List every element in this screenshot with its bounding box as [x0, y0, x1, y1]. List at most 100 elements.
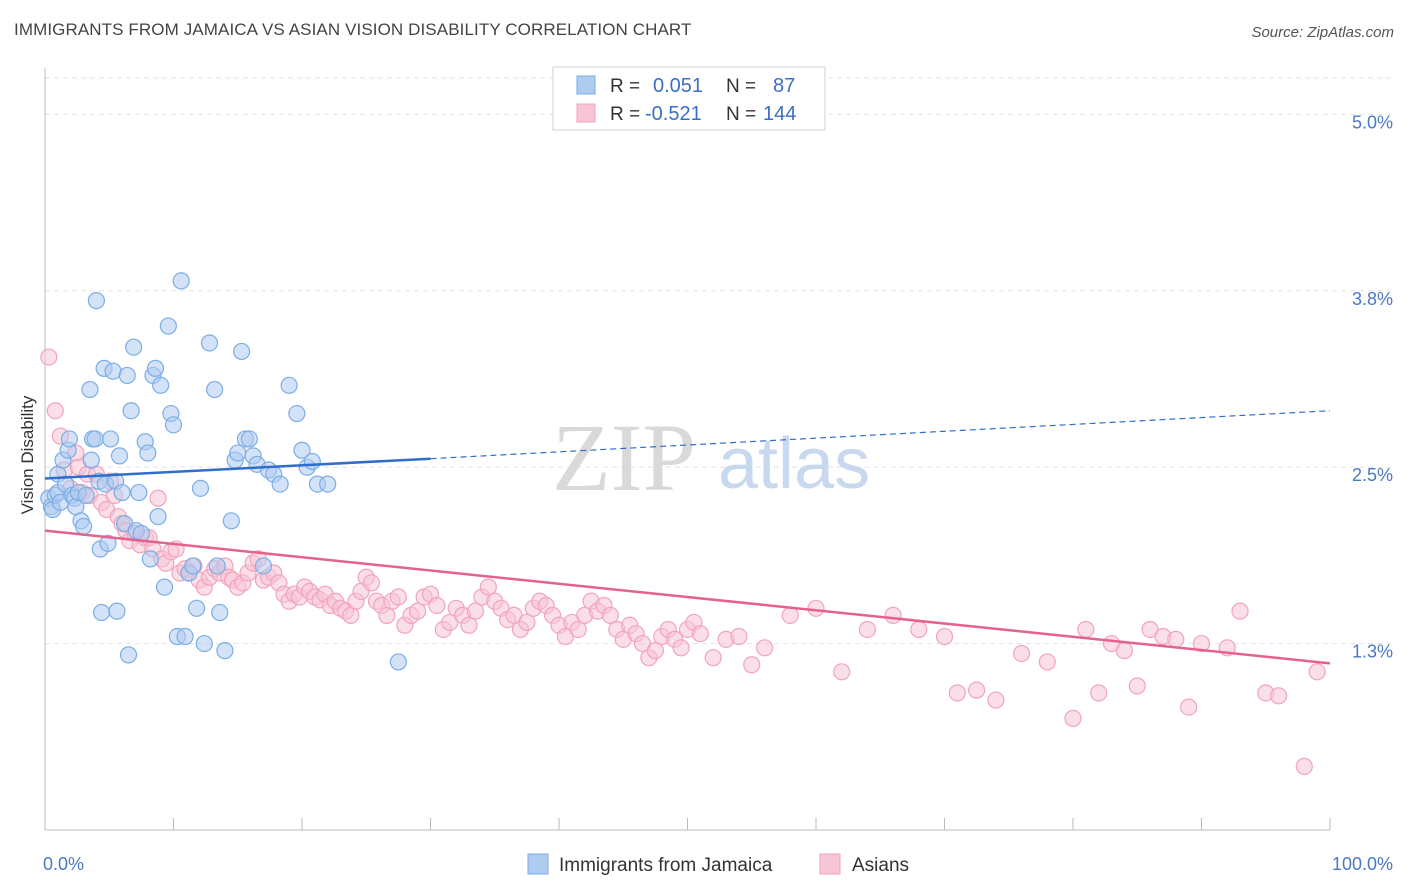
point-asian [730, 627, 748, 646]
point-asian [1077, 620, 1095, 639]
point-asian [743, 656, 761, 674]
point-asian [1231, 602, 1249, 620]
x-tick-label-max: 100.0% [1332, 854, 1393, 874]
bottom-legend-swatch-jamaica [527, 853, 549, 875]
point-jamaica [155, 578, 174, 596]
point-jamaica [184, 557, 202, 575]
point-asian [1012, 644, 1031, 663]
point-asian [987, 691, 1005, 709]
point-asian [884, 606, 902, 624]
point-jamaica [271, 475, 289, 493]
point-asian [518, 613, 536, 632]
point-jamaica [254, 557, 273, 575]
bottom-legend-label-jamaica: Immigrants from Jamaica [559, 855, 773, 876]
point-asian [1308, 663, 1326, 681]
point-jamaica [195, 634, 213, 653]
legend-box: R = 0.051 N = 87 R = -0.521 N = 144 [552, 66, 826, 131]
point-asian [704, 649, 722, 667]
point-jamaica [229, 444, 247, 462]
watermark-zip: ZIP [552, 404, 696, 511]
point-jamaica [81, 380, 99, 399]
y-axis-label: Vision Disability [18, 395, 37, 514]
point-jamaica [110, 447, 129, 465]
point-jamaica [60, 430, 79, 448]
point-asian [781, 606, 799, 624]
point-asian [646, 642, 664, 660]
point-jamaica [188, 599, 206, 617]
point-asian [1269, 687, 1288, 705]
point-jamaica [146, 359, 165, 377]
point-jamaica [319, 475, 337, 493]
point-asian [479, 578, 497, 596]
point-jamaica [233, 342, 251, 361]
point-asian [935, 627, 954, 646]
point-jamaica [208, 557, 226, 575]
point-jamaica [293, 441, 311, 459]
y-tick-labels: 1.3% 2.5% 3.8% 5.0% [1352, 112, 1393, 661]
series-jamaica [40, 272, 407, 671]
point-jamaica [206, 380, 224, 399]
point-asian [1090, 684, 1108, 702]
point-jamaica [172, 272, 190, 290]
point-asian [1295, 757, 1313, 775]
point-asian [672, 639, 690, 657]
point-jamaica [191, 479, 210, 497]
legend-n-label-1: N = [726, 104, 756, 125]
point-jamaica [216, 642, 234, 660]
point-asian [1180, 698, 1198, 716]
legend-n-value-0: 87 [773, 75, 795, 97]
point-jamaica [303, 452, 321, 471]
watermark: ZIP atlas [552, 404, 870, 511]
point-jamaica [74, 517, 93, 536]
trend-line-asians [44, 529, 1331, 665]
watermark-atlas: atlas [718, 424, 870, 504]
point-jamaica [159, 317, 177, 335]
point-jamaica [130, 483, 148, 502]
y-tick-label: 2.5% [1352, 465, 1393, 485]
trend-line-jamaica-extension [430, 410, 1331, 460]
point-jamaica [240, 430, 258, 448]
point-asian [1038, 653, 1056, 671]
point-jamaica [87, 292, 106, 310]
point-asian [807, 599, 825, 617]
point-jamaica [77, 486, 95, 504]
point-jamaica [149, 507, 167, 526]
point-asian [362, 574, 380, 592]
legend-swatch-asians [576, 103, 596, 123]
trend-lines [44, 410, 1331, 665]
point-jamaica [211, 603, 229, 622]
chart-title: IMMIGRANTS FROM JAMAICA VS ASIAN VISION … [14, 20, 692, 39]
point-asian [1115, 642, 1134, 660]
point-asian [691, 625, 709, 643]
x-tick-label-min: 0.0% [43, 854, 84, 874]
point-asian [948, 684, 966, 702]
point-asian [466, 602, 485, 620]
point-asian [389, 588, 407, 606]
point-jamaica [108, 602, 126, 620]
point-asian [910, 620, 928, 639]
point-jamaica [92, 603, 111, 622]
bottom-legend: Immigrants from Jamaica Asians [527, 853, 909, 876]
legend-r-value-1: -0.521 [645, 103, 702, 125]
point-jamaica [125, 338, 143, 356]
point-jamaica [101, 430, 120, 448]
legend-r-label-1: R = [610, 104, 640, 125]
legend-n-label-0: N = [726, 76, 756, 97]
point-jamaica [119, 646, 138, 664]
point-jamaica [176, 627, 194, 646]
point-asian [460, 616, 478, 634]
legend-r-value-0: 0.051 [653, 75, 703, 97]
point-asian [409, 602, 427, 620]
point-jamaica [222, 512, 240, 530]
trend-line-jamaica [44, 457, 431, 480]
point-jamaica [389, 653, 407, 671]
point-jamaica [200, 334, 219, 352]
point-asian [755, 639, 774, 657]
point-jamaica [104, 362, 122, 380]
point-jamaica [99, 534, 117, 552]
point-jamaica [82, 451, 100, 469]
point-asian [1128, 677, 1146, 695]
point-asian [569, 620, 587, 639]
legend-r-label-0: R = [610, 76, 640, 97]
